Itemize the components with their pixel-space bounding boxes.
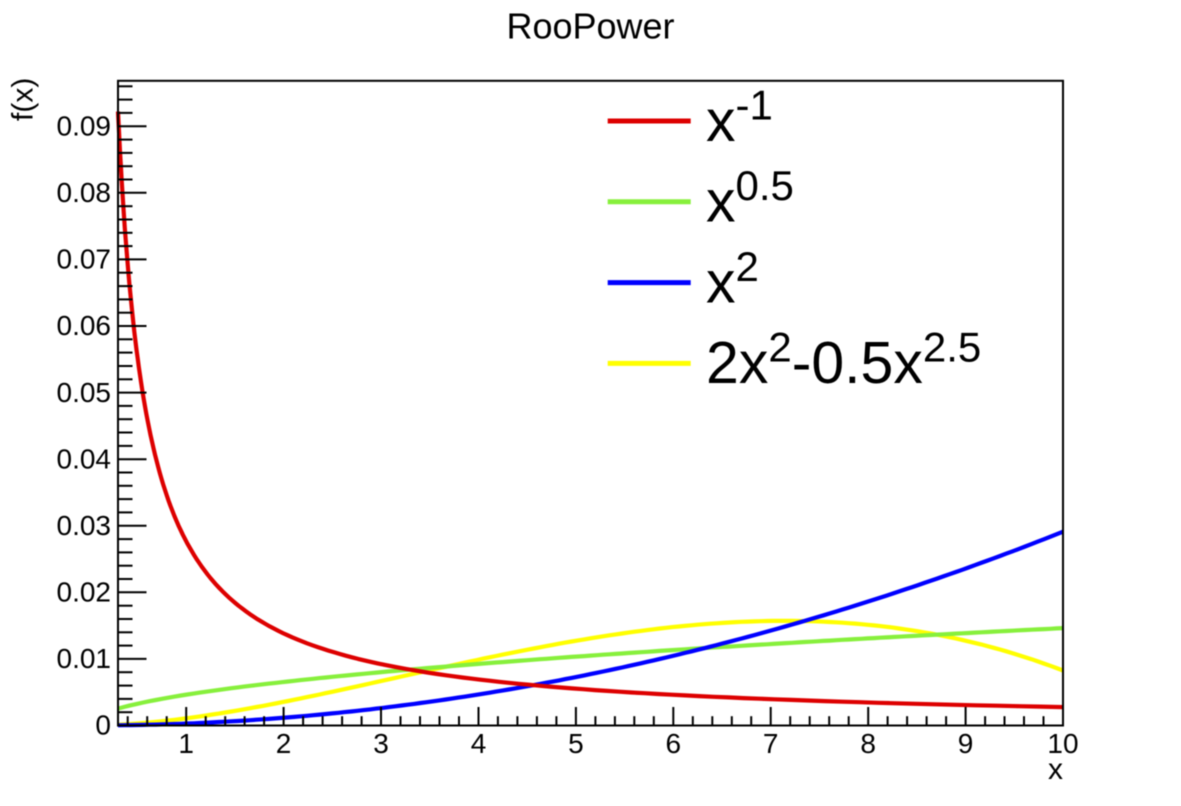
svg-text:0.09: 0.09: [57, 111, 112, 142]
svg-text:6: 6: [666, 728, 682, 759]
svg-text:0.02: 0.02: [57, 577, 112, 608]
svg-text:x-1: x-1: [706, 81, 773, 154]
svg-text:f(x): f(x): [7, 78, 40, 121]
svg-text:0.04: 0.04: [57, 443, 112, 474]
svg-text:2x2-0.5x2.5: 2x2-0.5x2.5: [706, 324, 981, 397]
svg-text:0.01: 0.01: [57, 643, 112, 674]
svg-text:0.05: 0.05: [57, 377, 112, 408]
svg-text:0.06: 0.06: [57, 310, 112, 341]
svg-text:9: 9: [958, 728, 974, 759]
svg-text:7: 7: [763, 728, 779, 759]
svg-text:0.08: 0.08: [57, 177, 112, 208]
svg-text:3: 3: [373, 728, 389, 759]
svg-text:10: 10: [1047, 728, 1078, 759]
svg-text:0: 0: [95, 710, 111, 741]
svg-text:0.07: 0.07: [57, 244, 112, 275]
svg-text:8: 8: [860, 728, 876, 759]
svg-text:x: x: [1048, 753, 1063, 786]
svg-text:x0.5: x0.5: [706, 162, 794, 235]
svg-text:0.03: 0.03: [57, 510, 112, 541]
svg-text:4: 4: [471, 728, 487, 759]
svg-text:x2: x2: [706, 243, 759, 316]
svg-text:5: 5: [568, 728, 584, 759]
svg-text:1: 1: [178, 728, 194, 759]
svg-text:RooPower: RooPower: [506, 6, 674, 47]
svg-text:2: 2: [276, 728, 292, 759]
